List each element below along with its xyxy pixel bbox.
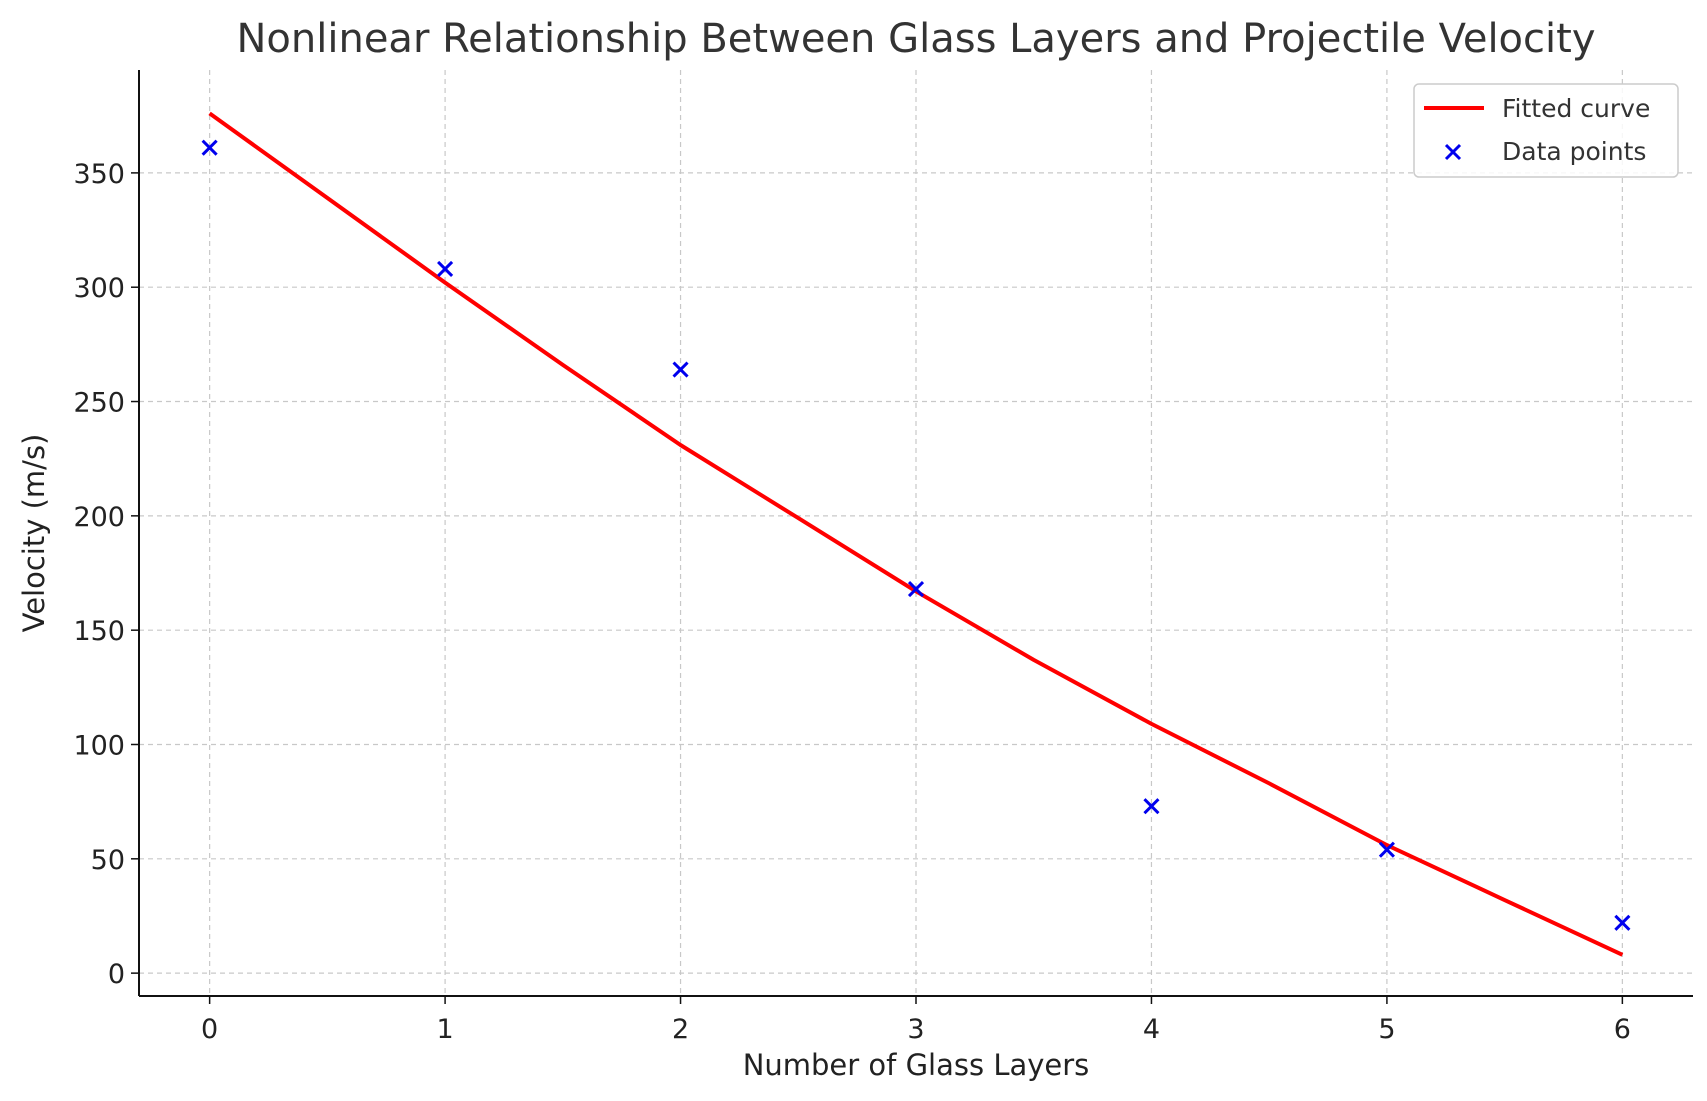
y-tick-label: 0 bbox=[108, 959, 125, 990]
legend: Fitted curve Data points bbox=[1413, 83, 1679, 178]
y-tick-label: 100 bbox=[73, 730, 125, 761]
marker-stroke bbox=[907, 580, 925, 598]
legend-data-points-label: Data points bbox=[1502, 137, 1646, 166]
marker-stroke bbox=[1143, 798, 1160, 815]
data-point bbox=[1378, 841, 1395, 858]
y-tick-label: 300 bbox=[73, 273, 125, 304]
legend-marker bbox=[1444, 143, 1462, 161]
data-point bbox=[907, 580, 925, 598]
x-tick-label: 3 bbox=[907, 1014, 924, 1045]
x-tick-label: 1 bbox=[436, 1014, 453, 1045]
x-axis-label: Number of Glass Layers bbox=[743, 1048, 1090, 1082]
y-tick-label: 350 bbox=[73, 159, 125, 190]
x-tick-label: 0 bbox=[201, 1014, 218, 1045]
marker-stroke bbox=[1444, 143, 1462, 161]
marker-stroke bbox=[672, 361, 689, 378]
data-point bbox=[1143, 798, 1160, 815]
y-tick-label: 150 bbox=[73, 616, 125, 647]
legend-fitted-curve-label: Fitted curve bbox=[1502, 94, 1650, 123]
data-point bbox=[437, 260, 454, 277]
marker-stroke bbox=[437, 260, 454, 277]
marker-stroke bbox=[1378, 841, 1395, 858]
y-axis-label: Velocity (m/s) bbox=[17, 434, 51, 633]
marker-stroke bbox=[1614, 914, 1631, 931]
x-tick-label: 6 bbox=[1614, 1014, 1631, 1045]
y-ticks: 0 50 100 150 200 250 300 350 bbox=[73, 159, 139, 990]
x-ticks: 0 1 2 3 4 5 6 bbox=[201, 996, 1631, 1045]
x-tick-label: 5 bbox=[1378, 1014, 1395, 1045]
plot-area bbox=[201, 111, 1631, 957]
marker-stroke bbox=[201, 139, 218, 156]
data-point bbox=[672, 361, 689, 378]
y-tick-label: 50 bbox=[91, 845, 125, 876]
data-point bbox=[1614, 914, 1631, 931]
fitted-curve-line bbox=[208, 111, 1624, 957]
x-tick-label: 2 bbox=[672, 1014, 689, 1045]
y-tick-label: 200 bbox=[73, 502, 125, 533]
data-point bbox=[201, 139, 218, 156]
chart-title: Nonlinear Relationship Between Glass Lay… bbox=[237, 16, 1596, 62]
x-tick-label: 4 bbox=[1143, 1014, 1160, 1045]
grid bbox=[139, 70, 1693, 996]
legend-data-points-swatch bbox=[1444, 143, 1462, 161]
y-tick-label: 250 bbox=[73, 388, 125, 419]
